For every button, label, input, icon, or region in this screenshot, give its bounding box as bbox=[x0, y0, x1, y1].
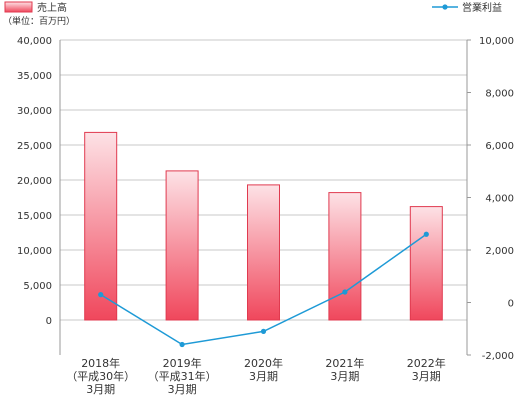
x-category-line: 3月期 bbox=[249, 370, 278, 383]
y-left-tick-label: 25,000 bbox=[17, 141, 52, 152]
x-category-label: 2020年 3月期 bbox=[244, 356, 283, 383]
y-right-tick-label: 10,000 bbox=[479, 36, 514, 47]
legend-swatch-sales bbox=[4, 1, 33, 13]
x-category-label: 2021年 3月期 bbox=[325, 356, 364, 383]
x-category-line: 2019年 bbox=[163, 356, 202, 370]
x-category-line: 3月期 bbox=[168, 383, 197, 396]
x-category-line: （平成31年） bbox=[148, 369, 217, 383]
y-left-tick-label: 20,000 bbox=[17, 176, 52, 187]
x-category-line: （平成30年） bbox=[66, 369, 135, 383]
bar bbox=[247, 184, 280, 321]
y-left-tick-label: 35,000 bbox=[17, 71, 52, 82]
x-category-line: 2021年 bbox=[325, 356, 364, 370]
bar bbox=[84, 131, 118, 321]
legend-label-sales: 売上高 bbox=[37, 1, 67, 14]
line-point bbox=[98, 292, 104, 298]
legend-label-operating-profit: 営業利益 bbox=[462, 1, 502, 14]
x-category-line: 2020年 bbox=[244, 356, 283, 370]
x-category-label: 2018年（平成30年） 3月期 bbox=[66, 356, 135, 396]
y-left-tick-label: 10,000 bbox=[17, 246, 52, 257]
x-category-label: 2019年（平成31年） 3月期 bbox=[148, 356, 217, 396]
bar-layer bbox=[84, 131, 443, 321]
line-point bbox=[260, 328, 267, 334]
y-right-tick-label: -2,000 bbox=[482, 351, 514, 362]
y-right-tick-label: 2,000 bbox=[485, 246, 514, 257]
legend-point-operating-profit bbox=[442, 4, 448, 10]
legend: 売上高（単位：百万円） 営業利益 bbox=[3, 1, 502, 27]
y-right-tick-label: 4,000 bbox=[485, 194, 514, 205]
y-left-tick-label: 0 bbox=[46, 316, 52, 327]
line-point bbox=[342, 289, 348, 295]
x-category-line: 3月期 bbox=[412, 370, 441, 383]
y-right-tick-label: 8,000 bbox=[485, 89, 514, 100]
line-layer bbox=[98, 231, 429, 348]
y-left-tick-label: 15,000 bbox=[17, 211, 52, 222]
y-left-tick-label: 30,000 bbox=[17, 106, 52, 117]
y-right-tick-label: 6,000 bbox=[485, 141, 514, 152]
y-left-tick-label: 40,000 bbox=[17, 36, 52, 47]
unit-note: （単位：百万円） bbox=[3, 15, 75, 27]
x-category-line: 3月期 bbox=[330, 370, 359, 383]
bar bbox=[328, 192, 362, 321]
x-category-line: 3月期 bbox=[86, 383, 115, 396]
y-right-tick-label: 0 bbox=[508, 299, 514, 310]
bar bbox=[409, 206, 443, 321]
x-category-label: 2022年 3月期 bbox=[407, 356, 446, 383]
x-category-line: 2018年 bbox=[81, 356, 120, 370]
y-left-tick-label: 5,000 bbox=[23, 281, 52, 292]
line-point bbox=[179, 341, 185, 348]
x-category-line: 2022年 bbox=[407, 356, 446, 370]
line-point bbox=[423, 231, 429, 237]
bar bbox=[165, 170, 199, 321]
